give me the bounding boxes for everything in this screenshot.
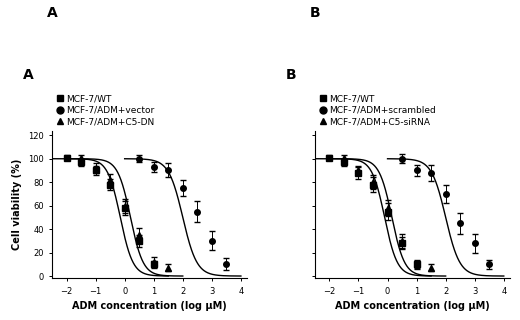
Legend: MCF-7/WT, MCF-7/ADM+vector, MCF-7/ADM+C5-DN: MCF-7/WT, MCF-7/ADM+vector, MCF-7/ADM+C5… [57,94,154,126]
Text: B: B [285,68,296,83]
Text: A: A [23,68,34,83]
Text: A: A [47,6,58,20]
X-axis label: ADM concentration (log μM): ADM concentration (log μM) [72,301,227,311]
Text: B: B [310,6,320,20]
X-axis label: ADM concentration (log μM): ADM concentration (log μM) [335,301,490,311]
Y-axis label: Cell viability (%): Cell viability (%) [12,159,22,250]
Legend: MCF-7/WT, MCF-7/ADM+scrambled, MCF-7/ADM+C5-siRNA: MCF-7/WT, MCF-7/ADM+scrambled, MCF-7/ADM… [319,94,436,126]
